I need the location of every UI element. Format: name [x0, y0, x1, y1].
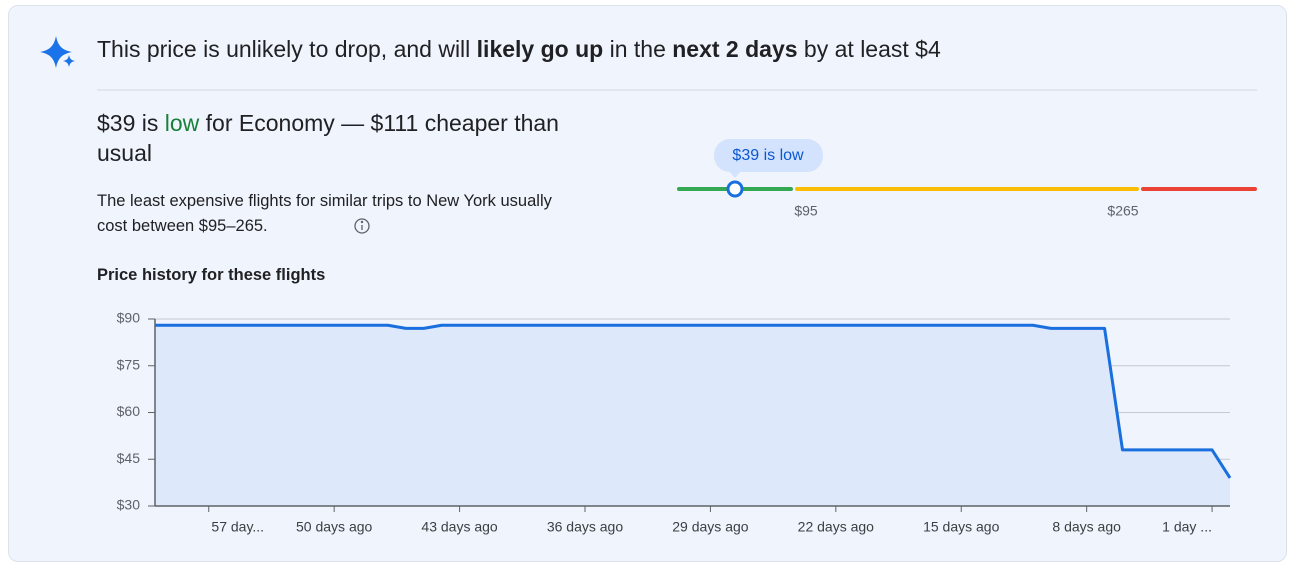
y-tick-label: $45 — [117, 450, 141, 466]
x-tick-label: 22 days ago — [798, 519, 874, 535]
x-tick-label: 29 days ago — [672, 519, 748, 535]
y-tick-label: $30 — [117, 497, 141, 513]
range-tick-label: $95 — [794, 203, 818, 219]
x-tick-label: 50 days ago — [296, 519, 372, 535]
x-tick-label: 1 day ... — [1162, 519, 1212, 535]
headline: This price is unlikely to drop, and will… — [97, 36, 941, 63]
headline-emphasis: likely go up — [476, 36, 604, 62]
y-tick-label: $75 — [117, 356, 141, 372]
bubble-pointer — [729, 171, 741, 178]
summary-text: low — [164, 110, 200, 136]
range-tick-label: $265 — [1107, 203, 1138, 219]
headline-text: This price is unlikely to drop, and will — [97, 36, 477, 62]
summary-text: for Economy — $111 cheaper than usual — [97, 110, 559, 166]
headline-text: in the — [603, 36, 673, 62]
price-area — [155, 325, 1230, 506]
sparkle-icon — [40, 36, 75, 68]
y-tick-label: $90 — [117, 310, 141, 326]
headline-emphasis: next 2 days — [672, 36, 798, 62]
price-history-chart: $30 $45 $60 $75 $90 57 day... 50 days ago 43 da… — [117, 310, 1232, 535]
marker-label: $39 is low — [732, 147, 804, 164]
headline-text: by at least $4 — [797, 36, 941, 62]
summary: $39 is low for Economy — $111 cheaper th… — [97, 108, 617, 168]
x-tick-label: 57 day... — [211, 519, 264, 535]
x-tick-label: 36 days ago — [547, 519, 623, 535]
x-tick-label: 15 days ago — [923, 519, 999, 535]
x-tick-label: 43 days ago — [421, 519, 497, 535]
y-tick-label: $60 — [117, 403, 141, 419]
summary-text: $39 is — [97, 110, 165, 136]
description: The least expensive flights for similar … — [97, 192, 552, 235]
price-marker — [726, 180, 744, 198]
chart-title: Price history for these flights — [97, 266, 326, 284]
price-line — [155, 323, 1232, 479]
info-icon — [354, 218, 370, 234]
marker-bubble — [714, 139, 823, 172]
x-tick-label: 8 days ago — [1052, 519, 1121, 535]
